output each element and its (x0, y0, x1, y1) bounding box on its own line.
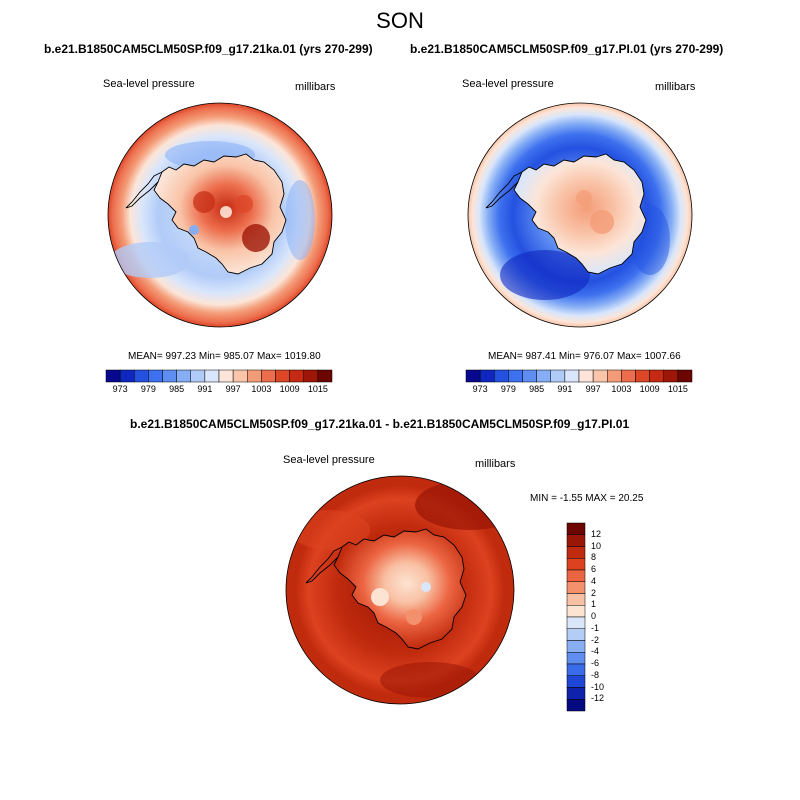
colorbar-difference (566, 522, 586, 712)
colorbar-control-tick-label: 985 (529, 384, 545, 394)
colorbar-difference-tick-label: -1 (591, 622, 600, 633)
colorbar-difference-swatch (566, 687, 586, 700)
colorbar-difference-swatch (566, 663, 586, 676)
units-label-case: millibars (295, 81, 336, 93)
colorbar-case-tick-label: 979 (140, 384, 156, 394)
units-label-difference: millibars (475, 458, 516, 470)
colorbar-case-swatch (105, 369, 121, 383)
colorbar-case-tick-label: 1009 (279, 384, 300, 394)
colorbar-control-swatch (465, 369, 481, 383)
colorbar-control-swatch (550, 369, 566, 383)
units-label-control: millibars (655, 81, 696, 93)
panel-title-case: b.e21.B1850CAM5CLM50SP.f09_g17.21ka.01 (… (44, 42, 373, 56)
map-control (468, 103, 692, 327)
colorbar-difference-swatch (566, 546, 586, 559)
colorbar-case-swatch (317, 369, 333, 383)
colorbar-control-swatch (677, 369, 693, 383)
colorbar-control (465, 369, 693, 383)
colorbar-difference-tick-label: -10 (591, 681, 605, 692)
colorbar-control-swatch (592, 369, 608, 383)
colorbar-case-swatch (275, 369, 290, 383)
colorbar-control-swatch (607, 369, 622, 383)
colorbar-case-swatch (232, 369, 248, 383)
colorbar-case-swatch (289, 369, 304, 383)
colorbar-difference-swatch (566, 652, 586, 665)
colorbar-difference-tick-label: -8 (591, 669, 600, 680)
colorbar-case-swatch (119, 369, 135, 383)
colorbar-control-swatch (536, 369, 551, 383)
colorbar-control-tick-label: 997 (585, 384, 601, 394)
colorbar-case-tick-label: 985 (169, 384, 185, 394)
colorbar-difference-swatch (566, 558, 586, 571)
colorbar-control-tick-label: 979 (500, 384, 516, 394)
colorbar-control-swatch (564, 369, 580, 383)
colorbar-case-swatch (134, 369, 149, 383)
colorbar-difference-swatch (566, 534, 586, 547)
colorbar-difference-swatch (566, 640, 586, 653)
variable-label-case: Sea-level pressure (103, 78, 195, 90)
colorbar-case-swatch (261, 369, 276, 383)
colorbar-control-swatch (494, 369, 509, 383)
colorbar-case (105, 369, 333, 383)
colorbar-control-swatch (522, 369, 537, 383)
colorbar-case-swatch (162, 369, 177, 383)
colorbar-control-swatch (621, 369, 636, 383)
variable-label-control: Sea-level pressure (462, 78, 554, 90)
colorbar-difference-swatch (566, 593, 586, 606)
panel-title-difference: b.e21.B1850CAM5CLM50SP.f09_g17.21ka.01 -… (130, 417, 630, 431)
colorbar-difference-tick-label: 2 (591, 587, 597, 598)
colorbar-difference-tick-label: -6 (591, 658, 600, 668)
colorbar-difference-tick-label: 8 (591, 552, 597, 563)
colorbar-control-swatch (649, 369, 664, 383)
colorbar-control-swatch (578, 369, 594, 383)
colorbar-control-swatch (635, 369, 650, 383)
colorbar-case-swatch (218, 369, 234, 383)
colorbar-case-swatch (148, 369, 163, 383)
stats-difference: MIN = -1.55 MAX = 20.25 (530, 493, 644, 504)
colorbar-difference-tick-label: 10 (591, 540, 602, 551)
colorbar-case-tick-label: 973 (112, 384, 128, 394)
colorbar-difference-tick-label: 1 (591, 599, 597, 610)
colorbar-difference-tick-label: 4 (591, 575, 597, 586)
colorbar-difference-swatch (566, 605, 586, 618)
colorbar-control-tick-label: 1003 (611, 384, 632, 394)
colorbar-control-tick-label: 973 (472, 384, 488, 394)
colorbar-difference-tick-label: -4 (591, 646, 600, 657)
stats-control: MEAN= 987.41 Min= 976.07 Max= 1007.66 (488, 351, 681, 362)
colorbar-difference-swatch (566, 616, 586, 629)
figure-title: SON (376, 8, 424, 33)
colorbar-case-tick-label: 1015 (307, 384, 328, 394)
colorbar-difference-tick-label: 12 (591, 528, 602, 539)
panel-title-control: b.e21.B1850CAM5CLM50SP.f09_g17.PI.01 (yr… (410, 42, 724, 56)
map-case (108, 103, 332, 327)
variable-label-difference: Sea-level pressure (283, 454, 375, 466)
colorbar-difference-swatch (566, 581, 586, 594)
colorbar-control-swatch (479, 369, 495, 383)
colorbar-difference-swatch (566, 675, 586, 688)
map-difference (286, 476, 514, 704)
colorbar-case-swatch (247, 369, 262, 383)
colorbar-difference-swatch (566, 699, 586, 712)
colorbar-case-tick-label: 991 (197, 384, 213, 394)
colorbar-case-swatch (176, 369, 191, 383)
colorbar-control-tick-label: 991 (557, 384, 573, 394)
colorbar-control-tick-label: 1015 (667, 384, 688, 394)
colorbar-difference-tick-label: 6 (591, 564, 597, 574)
colorbar-control-swatch (663, 369, 679, 383)
colorbar-case-swatch (190, 369, 206, 383)
colorbar-difference-swatch (566, 522, 586, 535)
colorbar-control-tick-label: 1009 (639, 384, 660, 394)
colorbar-case-swatch (204, 369, 220, 383)
colorbar-control-swatch (508, 369, 523, 383)
colorbar-difference-tick-label: 0 (591, 611, 597, 621)
colorbar-difference-tick-label: -2 (591, 634, 600, 645)
colorbar-case-swatch (303, 369, 319, 383)
colorbar-case-tick-label: 1003 (251, 384, 272, 394)
colorbar-difference-swatch (566, 628, 586, 641)
colorbar-difference-tick-label: -12 (591, 693, 605, 704)
colorbar-case-tick-label: 997 (225, 384, 241, 394)
colorbar-difference-swatch (566, 569, 586, 582)
stats-case: MEAN= 997.23 Min= 985.07 Max= 1019.80 (128, 351, 321, 362)
